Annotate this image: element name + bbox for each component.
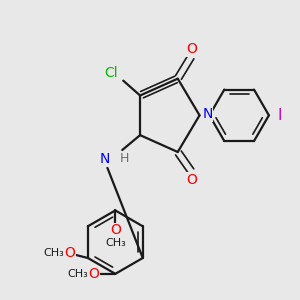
Text: O: O bbox=[88, 267, 99, 281]
Text: N: N bbox=[202, 107, 213, 121]
Text: O: O bbox=[110, 223, 121, 237]
Text: Cl: Cl bbox=[104, 66, 118, 80]
Text: I: I bbox=[278, 108, 282, 123]
Text: CH₃: CH₃ bbox=[105, 238, 126, 248]
Text: O: O bbox=[186, 173, 197, 187]
Text: CH₃: CH₃ bbox=[67, 269, 88, 279]
Text: CH₃: CH₃ bbox=[44, 248, 64, 258]
Text: O: O bbox=[64, 246, 76, 260]
Text: H: H bbox=[119, 152, 129, 165]
Text: O: O bbox=[186, 42, 197, 56]
Text: N: N bbox=[100, 152, 110, 166]
